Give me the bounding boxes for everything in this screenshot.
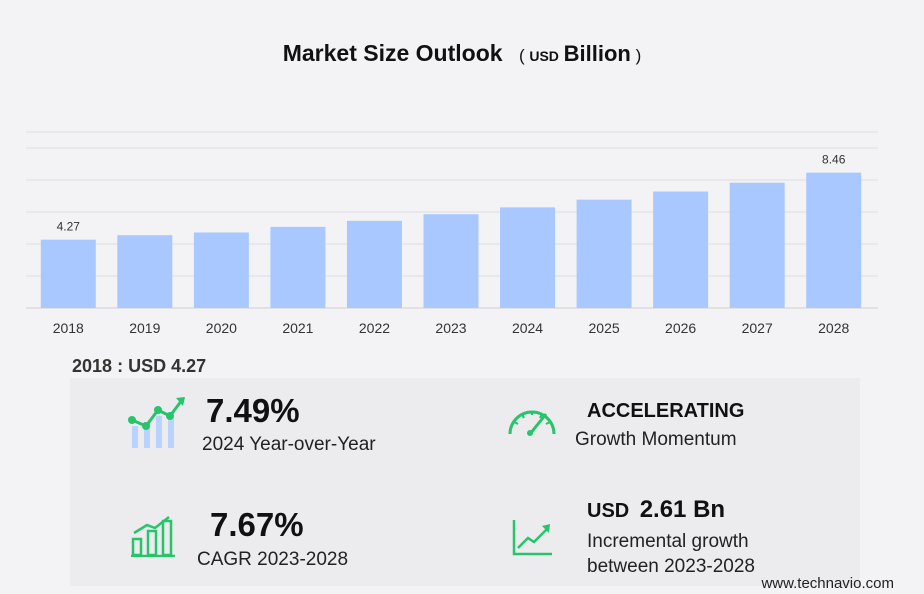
data-label: 4.27 [57,220,81,234]
bar-2026 [653,191,709,308]
growth-chart-icon [128,397,185,448]
incremental-metric: USD 2.61 Bn [587,496,725,524]
trend-up-icon [512,520,552,556]
base-currency: USD [128,356,167,376]
incremental-label-2: between 2023-2028 [587,556,755,577]
x-tick-label: 2018 [53,320,84,336]
bar-2018 [40,239,96,308]
incremental-value: 2.61 Bn [639,496,726,523]
x-tick-label: 2028 [818,320,849,336]
cagr-metric: 7.67% [210,506,304,544]
incremental-currency: USD [587,500,630,522]
bar-2024 [500,207,556,308]
bar-growth-icon [131,516,175,557]
bar-2028 [806,172,862,308]
incremental-metric-label: Incremental growth between 2023-2028 [587,529,755,579]
bar-2021 [270,226,326,308]
incremental-label-1: Incremental growth [587,531,749,552]
data-label: 8.46 [822,153,846,167]
unit-word: Billion [563,41,631,66]
title-unit: ( USD Billion ) [518,41,642,66]
x-tick-label: 2020 [206,320,237,336]
cagr-value: 7.67% [210,506,304,543]
title-main: Market Size Outlook [282,40,503,66]
bar-2022 [346,220,402,308]
bar-chart: 2018 4.27 2019 2020 2021 2022 2023 2024 2025 2026… [26,131,878,336]
momentum-label: Growth Momentum [575,429,737,450]
momentum-metric: ACCELERATING [587,400,744,423]
x-tick-label: 2021 [282,320,313,336]
momentum-metric-label: Growth Momentum [575,429,737,451]
chart-title: Market Size Outlook ( USD Billion ) [0,40,924,67]
paren-open: ( [518,46,525,65]
yoy-value: 7.49% [206,392,300,429]
base-sep: : [117,356,124,376]
base-value: 4.27 [171,356,207,376]
base-year: 2018 [72,356,113,376]
x-tick-label: 2022 [359,320,390,336]
bar-2020 [193,232,249,308]
source-link[interactable]: www.technavio.com [761,575,894,592]
x-tick-label: 2019 [129,320,160,336]
bar-2025 [576,199,632,308]
bar-2019 [117,235,173,308]
x-tick-label: 2025 [589,320,620,336]
x-tick-label: 2024 [512,320,543,336]
x-tick-label: 2023 [435,320,466,336]
cagr-metric-label: CAGR 2023-2028 [197,549,348,571]
yoy-metric-label: 2024 Year-over-Year [202,434,376,456]
yoy-label: 2024 Year-over-Year [202,434,376,455]
unit-code: USD [529,48,559,64]
paren-close: ) [635,46,642,65]
bar-2027 [729,182,785,308]
momentum-value: ACCELERATING [587,400,745,422]
bar-2023 [423,214,479,308]
x-tick-label: 2026 [665,320,696,336]
metrics-panel [70,378,860,586]
yoy-metric: 7.49% [206,392,300,430]
speedometer-icon [508,410,556,436]
x-tick-label: 2027 [742,320,773,336]
cagr-label: CAGR 2023-2028 [197,549,349,570]
base-year-label: 2018 : USD 4.27 [72,356,206,377]
